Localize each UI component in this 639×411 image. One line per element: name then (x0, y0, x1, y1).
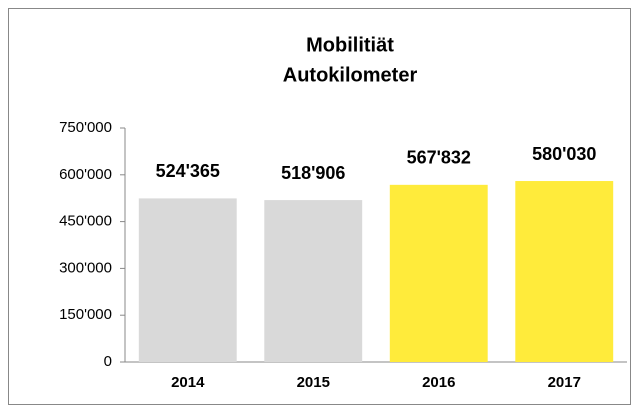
bar (138, 198, 237, 362)
chart-title: Autokilometer (283, 64, 418, 86)
x-tick-label: 2015 (297, 374, 330, 391)
y-tick-label: 600'000 (59, 166, 112, 183)
y-tick-label: 300'000 (59, 259, 112, 276)
bar (515, 181, 614, 362)
value-label: 580'030 (532, 144, 596, 164)
chart-title: Mobilitiät (306, 34, 394, 56)
y-tick-label: 150'000 (59, 306, 112, 323)
x-tick-label: 2016 (422, 374, 455, 391)
y-tick-label: 0 (104, 353, 112, 370)
y-tick-label: 450'000 (59, 213, 112, 230)
bar (389, 184, 488, 362)
value-label: 567'832 (407, 148, 471, 168)
value-label: 518'906 (281, 163, 345, 183)
x-tick-label: 2014 (171, 374, 205, 391)
y-tick-label: 750'000 (59, 119, 112, 136)
value-label: 524'365 (156, 161, 220, 181)
x-tick-label: 2017 (548, 374, 581, 391)
bar (264, 200, 363, 362)
